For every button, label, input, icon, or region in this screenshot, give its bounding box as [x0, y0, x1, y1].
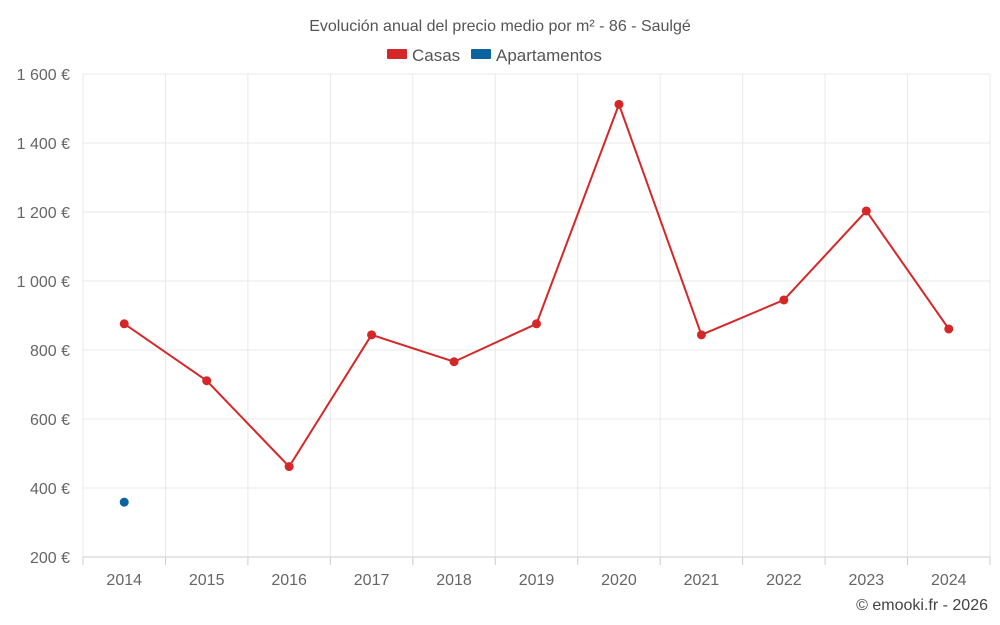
x-tick-label: 2024 — [931, 572, 967, 589]
credit-text: © emooki.fr - 2026 — [856, 597, 988, 614]
data-point-casas[interactable] — [532, 319, 541, 329]
data-point-casas[interactable] — [202, 376, 212, 386]
y-tick-label: 1 400 € — [17, 136, 70, 153]
data-point-casas[interactable] — [367, 330, 377, 340]
y-tick-label: 600 € — [30, 412, 70, 429]
legend-swatch-casas[interactable] — [387, 49, 407, 59]
x-tick-label: 2019 — [519, 572, 555, 589]
x-tick-label: 2023 — [849, 572, 885, 589]
y-tick-label: 800 € — [30, 343, 70, 360]
legend-label-apartamentos[interactable]: Apartamentos — [496, 46, 602, 65]
data-point-casas[interactable] — [614, 99, 624, 109]
legend-swatch-apartamentos[interactable] — [471, 49, 491, 59]
y-tick-label: 1 200 € — [17, 205, 70, 222]
chart-title: Evolución anual del precio medio por m² … — [309, 18, 691, 35]
x-tick-label: 2018 — [436, 572, 472, 589]
grid — [82, 73, 991, 565]
legend-label-casas[interactable]: Casas — [412, 46, 460, 65]
data-point-apartamentos[interactable] — [119, 497, 129, 507]
data-point-casas[interactable] — [284, 462, 294, 472]
x-tick-label: 2022 — [766, 572, 802, 589]
y-tick-label: 1 600 € — [17, 67, 70, 84]
y-tick-label: 400 € — [30, 481, 70, 498]
data-point-casas[interactable] — [861, 206, 871, 216]
data-point-casas[interactable] — [944, 324, 954, 334]
y-axis: 200 € 400 € 600 € 800 € 1 000 € 1 200 € 1 400 … — [17, 67, 70, 567]
x-tick-label: 2021 — [684, 572, 720, 589]
legend[interactable]: Casas Apartamentos — [387, 46, 602, 65]
data-point-casas[interactable] — [119, 319, 129, 329]
x-tick-label: 2016 — [271, 572, 307, 589]
x-tick-label: 2014 — [106, 572, 142, 589]
y-tick-label: 200 € — [30, 550, 70, 567]
data-point-casas[interactable] — [779, 295, 789, 305]
data-point-casas[interactable] — [696, 330, 706, 340]
series-layer — [119, 99, 954, 507]
x-tick-label: 2017 — [354, 572, 390, 589]
data-point-casas[interactable] — [449, 357, 459, 367]
y-tick-label: 1 000 € — [17, 274, 70, 291]
x-tick-label: 2020 — [601, 572, 637, 589]
x-axis: 2014 2015 2016 2017 2018 2019 2020 2021 2022 2023… — [106, 572, 966, 589]
x-tick-label: 2015 — [189, 572, 225, 589]
